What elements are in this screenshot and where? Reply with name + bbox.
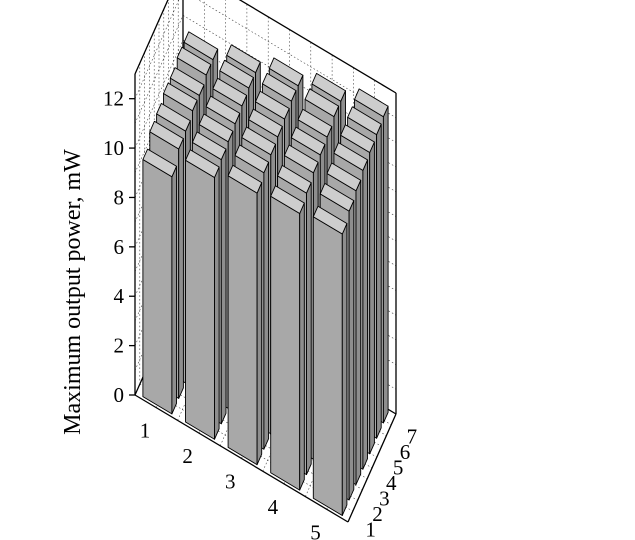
z-tick-label: 12	[103, 87, 124, 111]
bar-top-face	[261, 72, 297, 102]
bar-top-face	[290, 126, 326, 156]
y-tick-label: 1	[365, 517, 376, 540]
bar-side-face	[142, 159, 173, 415]
bar-top-face	[185, 149, 220, 178]
bar-top-face	[183, 31, 219, 61]
bar-side-face	[348, 200, 355, 501]
bar-side-face	[270, 195, 301, 491]
y-tick-label: 2	[372, 502, 383, 526]
z-tick-label: 10	[103, 136, 124, 160]
axis-box-edge	[134, 0, 169, 75]
bar-top-face	[198, 113, 234, 143]
bar-top-face	[304, 88, 340, 118]
bar-side-face	[306, 182, 312, 476]
wall-grid-line	[134, 0, 180, 99]
bar-top-face	[268, 57, 304, 87]
bar-top-face	[340, 124, 375, 153]
bar-top-face	[205, 95, 241, 125]
bar-top-face	[347, 106, 382, 136]
bar-top-face	[312, 205, 348, 235]
bar-top-face	[227, 164, 263, 194]
bar	[270, 185, 305, 491]
bar-top-face	[270, 185, 305, 214]
bar-side-face	[376, 123, 382, 439]
bar-top-face	[297, 108, 333, 138]
y-tick-label: 6	[400, 440, 411, 464]
z-tick-label: 4	[114, 284, 125, 308]
bar-side-face	[341, 223, 348, 516]
bar-side-face	[362, 159, 368, 470]
bar-top-face	[212, 77, 248, 107]
wall-grid-line	[134, 39, 184, 149]
bar-top-face	[354, 88, 389, 118]
y-tick-label: 3	[379, 486, 390, 510]
bar-top-face	[283, 144, 319, 174]
bar-top-face	[255, 90, 290, 120]
z-tick-label: 8	[114, 185, 125, 209]
bar-top-face	[226, 44, 261, 74]
bar	[185, 149, 220, 440]
wall-grid-line	[134, 64, 184, 173]
z-tick-label: 2	[114, 334, 125, 358]
bar	[227, 164, 263, 466]
bar-top-face	[176, 46, 212, 76]
bar-side-face	[355, 179, 362, 486]
x-tick-label: 2	[182, 444, 193, 468]
bar-top-face	[277, 164, 312, 194]
bar-side-face	[256, 182, 263, 466]
bar-side-face	[185, 159, 215, 440]
bar-side-face	[220, 148, 227, 425]
x-tick-label: 5	[310, 520, 321, 540]
bar-top-face	[234, 144, 270, 174]
x-tick-label: 4	[268, 495, 279, 519]
axis-box-edge	[238, 0, 397, 94]
bar-side-face	[214, 166, 220, 440]
z-axis-label: Maximum output power, mW	[60, 149, 86, 435]
bar-top-face	[163, 82, 198, 112]
bars	[142, 31, 389, 516]
y-tick-label: 4	[386, 471, 397, 495]
bar-top-face	[241, 126, 276, 156]
bar-side-face	[227, 175, 258, 466]
bar-top-face	[142, 148, 177, 178]
y-tick-label: 5	[393, 456, 404, 480]
x-tick-label: 3	[225, 470, 236, 494]
axis-box-edge	[347, 413, 397, 523]
bar-side-face	[312, 216, 343, 516]
bar-top-face	[219, 59, 254, 89]
bar-side-face	[382, 105, 389, 424]
bar-top-face	[149, 120, 184, 150]
x-tick-label: 1	[140, 419, 151, 443]
bar-top-face	[333, 142, 368, 171]
bar-top-face	[191, 131, 227, 161]
wall-grid-line	[134, 15, 184, 124]
bar-top-face	[169, 67, 205, 96]
bar	[142, 148, 177, 415]
bar-side-face	[299, 202, 305, 491]
axis-box-edge	[134, 394, 349, 523]
bar-side-face	[263, 161, 270, 450]
bar-top-face	[248, 108, 283, 138]
bar-side-face	[178, 138, 184, 399]
z-tick-label: 0	[114, 383, 125, 407]
bar-top-face	[311, 72, 346, 102]
bar-side-face	[171, 165, 177, 415]
bar-top-face	[156, 102, 191, 132]
bar-top-face	[326, 162, 362, 192]
bar-top-face	[319, 182, 355, 212]
bar-side-face	[369, 141, 375, 455]
z-tick-label: 6	[114, 235, 125, 259]
y-tick-label: 7	[407, 425, 418, 449]
bar	[312, 205, 348, 516]
